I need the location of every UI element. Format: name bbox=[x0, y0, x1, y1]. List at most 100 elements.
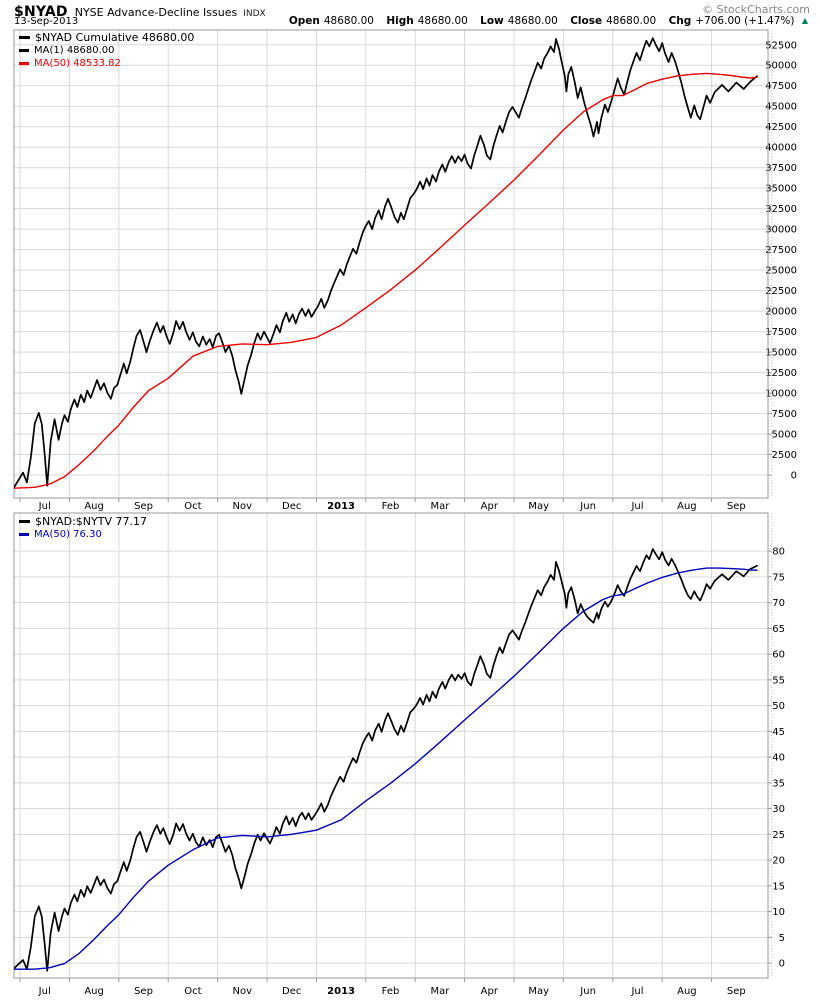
y-axis-label: 60 bbox=[772, 650, 785, 661]
y-axis-label: 5 bbox=[779, 933, 785, 944]
x-axis-label: Nov bbox=[233, 986, 253, 997]
low-value: 48680.00 bbox=[507, 15, 558, 27]
x-axis-label: Jul bbox=[630, 986, 643, 997]
legend-label: $NYAD Cumulative 48680.00 bbox=[35, 31, 195, 44]
y-axis-label: 50 bbox=[772, 701, 785, 712]
line-swatch-icon bbox=[19, 520, 30, 523]
line-swatch-icon bbox=[19, 49, 29, 52]
y-axis-label: 50000 bbox=[765, 61, 797, 72]
panel2-legend: $NYAD:$NYTV 77.17 MA(50) 76.30 bbox=[19, 515, 147, 541]
y-axis-label: 27500 bbox=[765, 245, 797, 256]
x-axis-label: Aug bbox=[84, 986, 104, 997]
x-axis-label: Jul bbox=[630, 501, 643, 512]
x-axis-label: Oct bbox=[184, 986, 201, 997]
x-axis-label: Jun bbox=[579, 501, 596, 512]
y-axis-label: 10 bbox=[772, 907, 785, 918]
x-axis-label: Apr bbox=[481, 501, 499, 512]
quote-row: Open 48680.00 High 48680.00 Low 48680.00 Cl… bbox=[289, 15, 808, 27]
copyright-text: © StockCharts.com bbox=[702, 3, 810, 16]
chart-header: $NYAD NYSE Advance-Decline Issues INDX bbox=[14, 1, 266, 20]
legend-label: MA(50) 76.30 bbox=[34, 529, 102, 540]
y-axis-label: 20000 bbox=[765, 307, 797, 318]
x-axis-label: Dec bbox=[282, 501, 301, 512]
x-axis-label: Mar bbox=[430, 501, 450, 512]
chg-label: Chg bbox=[668, 15, 692, 27]
y-axis-label: 0 bbox=[779, 959, 785, 970]
line-swatch-icon bbox=[19, 533, 29, 536]
panel1-legend: $NYAD Cumulative 48680.00 MA(1) 48680.00 M… bbox=[19, 31, 194, 70]
y-axis-label: 47500 bbox=[765, 81, 797, 92]
legend-label: MA(50) 48533.82 bbox=[34, 58, 121, 69]
y-axis-label: 7500 bbox=[772, 409, 797, 420]
x-axis-label: Apr bbox=[481, 986, 499, 997]
y-axis-label: 35 bbox=[772, 778, 785, 789]
x-axis-label: Sep bbox=[134, 986, 153, 997]
panel-1: 0 2500 5000 7500 10000 12500 15000 17500 20000 22… bbox=[13, 29, 797, 512]
series-ma-50- bbox=[14, 567, 758, 970]
y-axis-label: 25000 bbox=[765, 266, 797, 277]
legend-label: $NYAD:$NYTV 77.17 bbox=[35, 515, 147, 528]
x-axis-label: Oct bbox=[184, 501, 201, 512]
x-axis-label: Sep bbox=[727, 501, 746, 512]
y-axis-label: 42500 bbox=[765, 122, 797, 133]
y-axis-label: 32500 bbox=[765, 204, 797, 215]
x-axis-label: 2013 bbox=[327, 501, 355, 512]
legend-item: $NYAD Cumulative 48680.00 bbox=[19, 31, 194, 44]
legend-item: MA(50) 48533.82 bbox=[19, 57, 194, 70]
y-axis-label: 45 bbox=[772, 727, 785, 738]
y-axis-label: 55 bbox=[772, 675, 785, 686]
low-label: Low bbox=[480, 15, 504, 27]
y-axis-label: 45000 bbox=[765, 102, 797, 113]
y-axis-label: 20 bbox=[772, 856, 785, 867]
x-axis-label: Feb bbox=[382, 501, 400, 512]
x-axis-label: Nov bbox=[233, 501, 253, 512]
x-axis-label: 2013 bbox=[327, 986, 355, 997]
y-axis-label: 40 bbox=[772, 753, 785, 764]
high-label: High bbox=[386, 15, 414, 27]
x-axis-label: May bbox=[528, 501, 549, 512]
close-value: 48680.00 bbox=[606, 15, 657, 27]
x-axis-label: Dec bbox=[282, 986, 301, 997]
y-axis-label: 10000 bbox=[765, 389, 797, 400]
x-axis-label: Aug bbox=[84, 501, 104, 512]
x-axis-label: May bbox=[528, 986, 549, 997]
x-axis-label: Jul bbox=[38, 501, 51, 512]
y-axis-label: 35000 bbox=[765, 184, 797, 195]
ticker-symbol: $NYAD bbox=[14, 4, 68, 20]
panel-2: 0 5 10 15 20 25 30 35 40 45 50 55 60 65 70 75 80 Jul Aug Se… bbox=[13, 512, 785, 997]
index-name: NYSE Advance-Decline Issues bbox=[74, 6, 238, 19]
x-axis-label: Jun bbox=[579, 986, 596, 997]
y-axis-label: 75 bbox=[772, 572, 785, 583]
series-ma-50- bbox=[14, 72, 758, 489]
x-axis-label: Aug bbox=[677, 986, 697, 997]
open-label: Open bbox=[288, 15, 320, 27]
y-axis-label: 5000 bbox=[772, 430, 797, 441]
y-axis-label: 12500 bbox=[765, 368, 797, 379]
up-triangle-icon: ▲ bbox=[801, 16, 808, 25]
x-axis-label: Jul bbox=[38, 986, 51, 997]
y-axis-label: 65 bbox=[772, 624, 785, 635]
x-axis-label: Sep bbox=[727, 986, 746, 997]
x-axis-label: Mar bbox=[430, 986, 450, 997]
y-axis-label: 25 bbox=[772, 830, 785, 841]
close-label: Close bbox=[570, 15, 603, 27]
y-axis-label: 15 bbox=[772, 881, 785, 892]
x-axis-label: Feb bbox=[382, 986, 400, 997]
legend-item: MA(50) 76.30 bbox=[19, 528, 147, 541]
open-value: 48680.00 bbox=[323, 15, 374, 27]
y-axis-label: 22500 bbox=[765, 286, 797, 297]
y-axis-label: 52500 bbox=[765, 40, 797, 51]
series--nyad-cumulative bbox=[14, 37, 758, 489]
y-axis-label: 30 bbox=[772, 804, 785, 815]
exchange-label: INDX bbox=[243, 9, 266, 19]
y-axis-label: 2500 bbox=[772, 450, 797, 461]
y-axis-label: 80 bbox=[772, 547, 785, 558]
x-axis-label: Aug bbox=[677, 501, 697, 512]
line-swatch-icon bbox=[19, 62, 29, 65]
legend-item: $NYAD:$NYTV 77.17 bbox=[19, 515, 147, 528]
legend-label: MA(1) 48680.00 bbox=[34, 45, 115, 56]
y-axis-label: 30000 bbox=[765, 225, 797, 236]
y-axis-label: 37500 bbox=[765, 163, 797, 174]
